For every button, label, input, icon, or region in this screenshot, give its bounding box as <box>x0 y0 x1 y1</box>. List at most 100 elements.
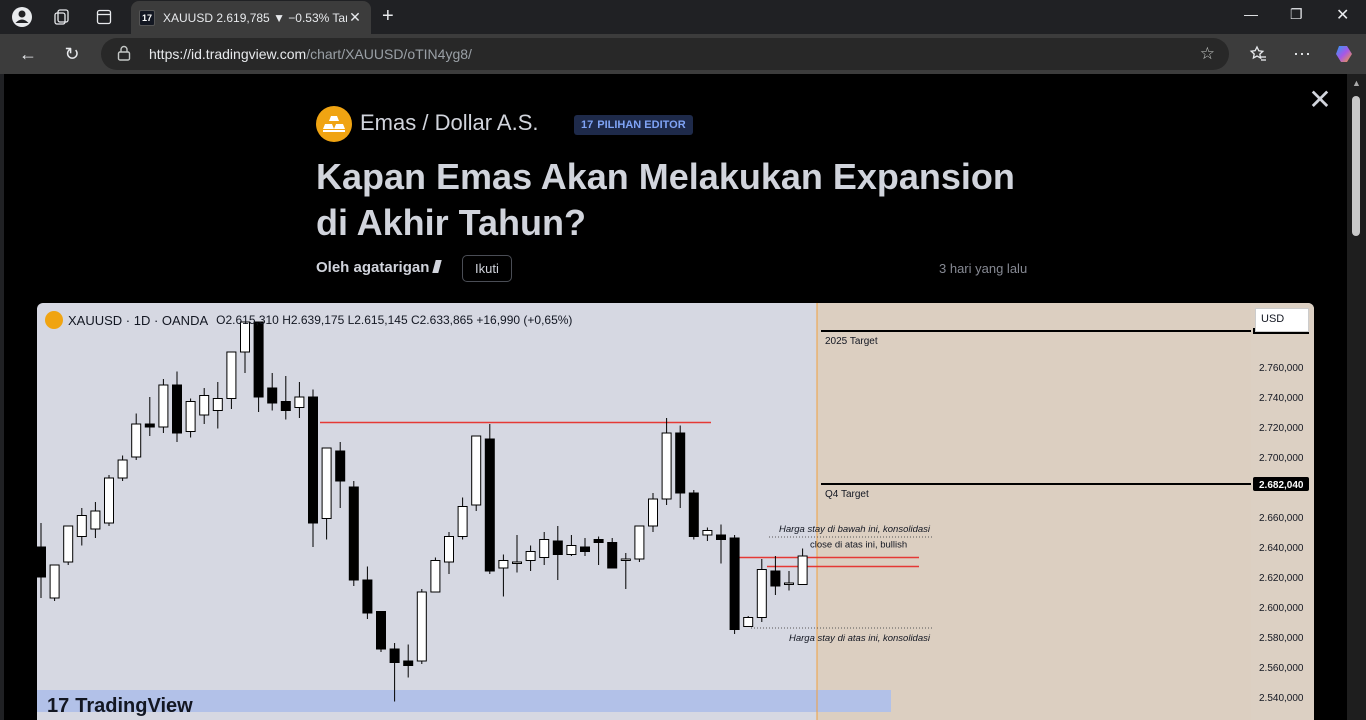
candle <box>117 455 128 481</box>
price-tick-label: 2.660,000 <box>1259 513 1304 524</box>
published-time: 3 hari yang lalu <box>939 261 1028 276</box>
close-icon[interactable]: ✕ <box>1308 84 1332 115</box>
candle <box>471 435 482 511</box>
tab-close-icon[interactable]: ✕ <box>349 9 361 25</box>
follow-button[interactable]: Ikuti <box>462 255 512 282</box>
candle-body <box>471 435 482 506</box>
brand-label: TradingView <box>75 695 193 717</box>
candle <box>308 389 318 547</box>
candle-body <box>63 525 74 563</box>
back-icon[interactable]: ← <box>19 43 37 64</box>
reload-icon[interactable]: ↻ <box>64 43 80 64</box>
candle-body <box>770 570 781 587</box>
gold-bars-icon <box>316 106 352 142</box>
currency-label[interactable]: USD <box>1255 308 1309 332</box>
candle-body <box>552 540 563 555</box>
candle-body <box>716 534 726 540</box>
chart-canvas: 2025 Target Q4 Target Harga stay di bawah … <box>37 303 1314 720</box>
candle-body <box>212 398 223 411</box>
candle-body <box>308 396 318 524</box>
candle <box>280 376 291 420</box>
copilot-icon[interactable] <box>1332 42 1356 66</box>
candle <box>335 442 346 508</box>
candle <box>580 538 590 556</box>
candle-body <box>104 477 114 524</box>
candle <box>172 371 182 442</box>
pencil-icon <box>431 260 442 273</box>
candle <box>158 379 169 433</box>
url-text: https://id.tradingview.com/chart/XAUUSD/… <box>149 46 472 62</box>
candle-body <box>253 321 264 398</box>
window-close-icon[interactable]: ✕ <box>1336 7 1350 24</box>
address-bar[interactable]: https://id.tradingview.com/chart/XAUUSD/… <box>101 38 1229 70</box>
tradingview-brand: 17 TradingView <box>47 695 193 718</box>
price-tick-label: 2.640,000 <box>1259 543 1304 554</box>
consolidation-lower-label: Harga stay di atas ini, konsolidasi <box>789 633 931 644</box>
candle <box>498 554 509 597</box>
candle-body <box>403 660 414 666</box>
author-label: Oleh agatarigan <box>316 259 430 276</box>
candle-body <box>634 525 645 560</box>
target-2025-label: 2025 Target <box>825 336 878 347</box>
candle <box>49 564 60 601</box>
candle-body <box>756 569 767 618</box>
scroll-up-icon[interactable]: ▲ <box>1352 78 1361 88</box>
tab-actions-icon[interactable] <box>92 5 116 29</box>
candle <box>525 545 536 571</box>
candle-body <box>144 423 155 428</box>
candle-body <box>37 546 46 578</box>
page-scrollbar[interactable]: ▲ <box>1347 74 1366 720</box>
url-path: /chart/XAUUSD/oTIN4yg8/ <box>306 46 472 62</box>
candle <box>76 508 87 546</box>
candle-body <box>389 648 400 663</box>
new-tab-icon[interactable]: + <box>382 5 394 27</box>
candle <box>362 566 373 619</box>
symbol-name[interactable]: Emas / Dollar A.S. <box>360 110 539 135</box>
candle-body <box>321 447 332 519</box>
price-tick-label: 2.600,000 <box>1259 603 1304 614</box>
candle-body <box>648 498 658 527</box>
profile-icon[interactable] <box>10 5 34 29</box>
candle <box>688 490 699 540</box>
price-axis-bg <box>1251 303 1314 720</box>
price-tick-label: 2.740,000 <box>1259 393 1304 404</box>
candle <box>702 527 713 541</box>
navigation-bar: ← ↻ https://id.tradingview.com/chart/XAU… <box>0 34 1366 74</box>
price-tick-label: 2.720,000 <box>1259 423 1304 434</box>
restore-icon[interactable]: ❐ <box>1290 6 1303 22</box>
candle-body <box>199 395 210 416</box>
candle-body <box>729 537 740 630</box>
legend-symbol: XAUUSD · 1D · OANDA <box>68 312 209 328</box>
last-price-label: 2.682,040 <box>1259 480 1304 491</box>
timeline-bar <box>37 690 891 712</box>
more-options-icon[interactable]: ⋯ <box>1293 43 1311 64</box>
favorites-icon[interactable] <box>1246 42 1270 66</box>
candle-body <box>131 423 142 458</box>
candle-body <box>376 611 386 650</box>
candle <box>199 388 210 424</box>
candle-body <box>416 591 427 662</box>
candle-body <box>702 530 713 536</box>
candle <box>131 413 142 460</box>
candle-body <box>743 617 754 627</box>
author-name[interactable]: Oleh agatarigan <box>316 259 442 276</box>
candle-body <box>444 536 454 563</box>
candle <box>321 447 332 540</box>
chart-snapshot[interactable]: 2025 Target Q4 Target Harga stay di bawah … <box>37 303 1314 720</box>
candle <box>63 525 74 565</box>
candle <box>729 535 740 634</box>
candle-body <box>675 432 686 494</box>
lock-icon <box>117 45 135 64</box>
editors-pick-badge: 17 PILIHAN EDITOR <box>574 115 693 135</box>
tab-active[interactable]: 17 XAUUSD 2.619,785 ▼ −0.53% Tan ✕ <box>131 1 371 34</box>
candle-body <box>117 459 128 479</box>
candle-body <box>362 579 373 614</box>
workspaces-icon[interactable] <box>50 5 74 29</box>
legend-ohlc: O2.615,310 H2.639,175 L2.615,145 C2.633,… <box>216 313 573 327</box>
minimize-icon[interactable]: — <box>1244 6 1258 22</box>
scrollbar-thumb[interactable] <box>1352 96 1360 236</box>
candle <box>37 523 46 598</box>
idea-title: Kapan Emas Akan Melakukan Expansion di A… <box>316 156 1015 243</box>
favorite-star-icon[interactable]: ☆ <box>1199 44 1215 63</box>
candle-body <box>172 384 182 434</box>
